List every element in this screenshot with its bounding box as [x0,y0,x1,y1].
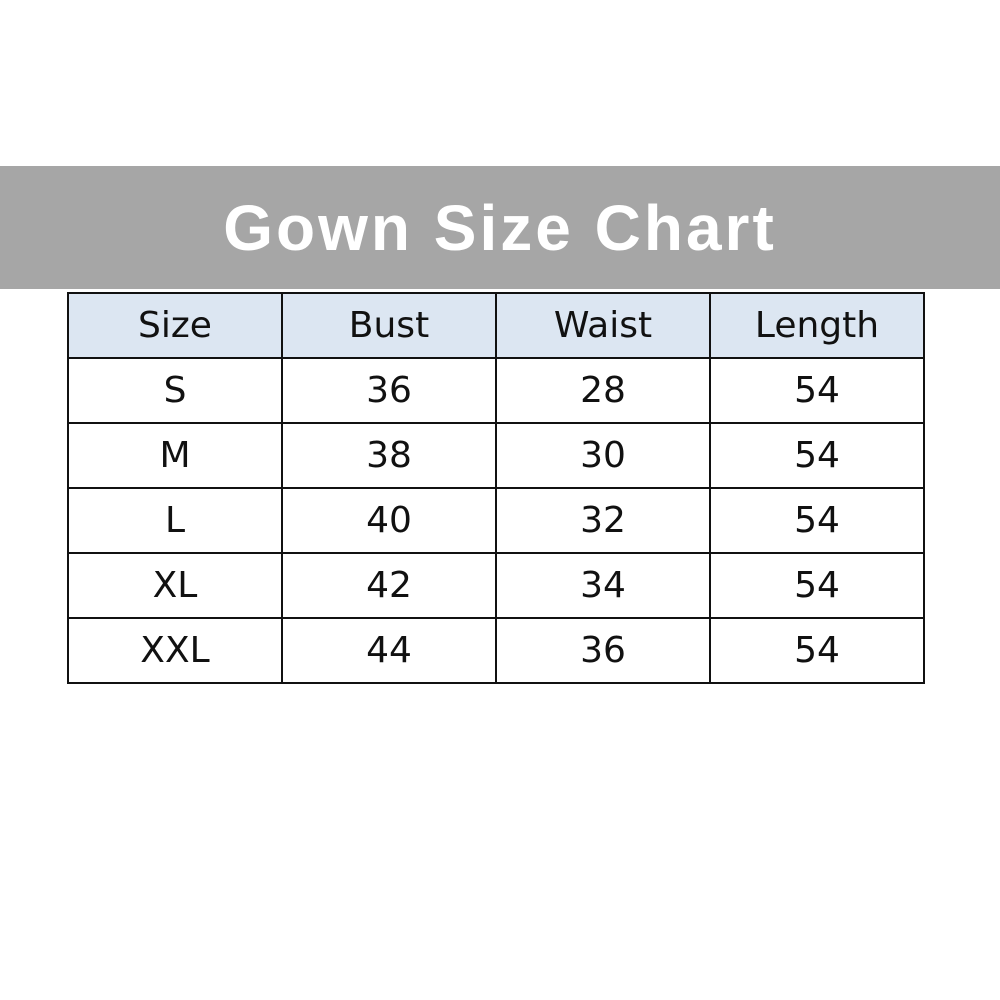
header-cell: Waist [495,292,711,359]
table-cell: 28 [495,357,711,424]
header-row: Size Bust Waist Length [67,292,925,359]
table-row: S 36 28 54 [67,357,925,424]
table-cell: S [67,357,283,424]
table-cell: 36 [281,357,497,424]
table-cell: 32 [495,487,711,554]
header-cell: Bust [281,292,497,359]
table-cell: 54 [709,552,925,619]
table-cell: 30 [495,422,711,489]
table-cell: XL [67,552,283,619]
table-row: XXL 44 36 54 [67,617,925,684]
table-row: XL 42 34 54 [67,552,925,619]
table-cell: 54 [709,487,925,554]
table-cell: 42 [281,552,497,619]
table-row: L 40 32 54 [67,487,925,554]
table-cell: 44 [281,617,497,684]
table-cell: 54 [709,617,925,684]
table-row: M 38 30 54 [67,422,925,489]
table-cell: 36 [495,617,711,684]
table-cell: XXL [67,617,283,684]
header-cell: Length [709,292,925,359]
title-banner: Gown Size Chart [0,166,1000,289]
table-cell: L [67,487,283,554]
table-cell: 54 [709,357,925,424]
table-cell: 40 [281,487,497,554]
size-table: Size Bust Waist Length S 36 28 54 M 38 30 54 L 40… [67,292,925,684]
table-cell: 54 [709,422,925,489]
page-title: Gown Size Chart [223,191,777,264]
table-cell: 34 [495,552,711,619]
header-cell: Size [67,292,283,359]
table-cell: 38 [281,422,497,489]
table-cell: M [67,422,283,489]
